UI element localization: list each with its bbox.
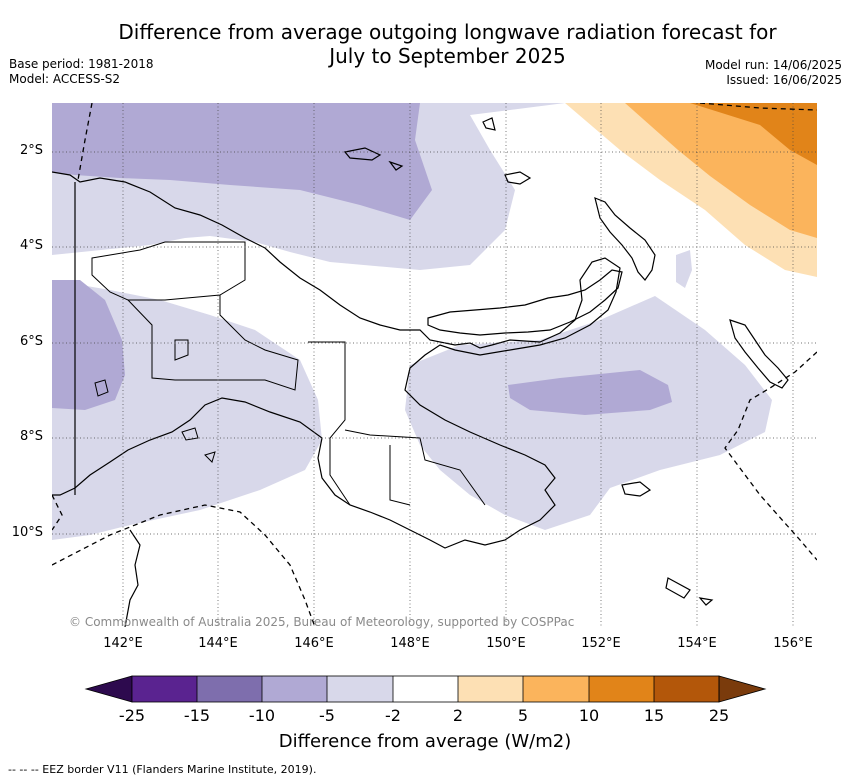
eez-border-south [52,504,316,627]
anomaly-region-orange-medium [625,103,817,238]
coastline-southeast-islands [621,481,714,606]
anomaly-region-orange-dark [690,103,817,165]
eez-border-west [52,494,63,531]
lat-label-4s: 4°S [19,238,43,253]
lon-label-148e: 148°E [390,636,430,651]
colorbar-title: Difference from average (W/m2) [278,731,572,752]
colorbar-segment-9 [654,676,719,702]
colorbar-label-neg5: -5 [319,706,335,725]
lon-label-146e: 146°E [294,636,334,651]
lon-label-144e: 144°E [198,636,238,651]
colorbar-label-25: 25 [708,706,730,725]
lat-label-6s: 6°S [19,334,43,349]
eez-border-northeast [699,103,817,111]
coastline-new-britain [427,269,623,336]
province-borders [91,241,486,506]
coastline-admiralty-islands [343,117,496,171]
colorbar-label-neg2: -2 [385,706,401,725]
anomaly-region-light-east [676,250,692,288]
colorbar-segment-6 [458,676,523,702]
eez-border-north [77,103,93,181]
chart-title: Difference from average outgoing longwav… [0,20,850,68]
colorbar-segment-5 [393,676,458,702]
metadata-right: Model run: 14/06/2025 Issued: 16/06/2025 [705,58,842,88]
colorbar-extend-low [84,675,133,703]
colorbar-segment-1 [132,676,197,702]
colorbar-label-neg10: -10 [248,706,276,725]
colorbar-label-5: 5 [517,706,529,725]
colorbar-segment-7 [523,676,589,702]
model-run: Model run: 14/06/2025 [704,58,842,72]
colorbar-label-15: 15 [643,706,665,725]
colorbar [84,675,767,703]
colorbar-label-neg15: -15 [183,706,211,725]
map-area [52,103,817,627]
coastline-new-ireland [594,197,656,281]
gridlines [52,103,817,627]
lon-label-154e: 154°E [677,636,717,651]
colorbar-dividers [196,676,655,702]
coastline-bougainville [729,319,789,389]
lon-label-142e: 142°E [103,636,143,651]
model-name: Model: ACCESS-S2 [9,72,121,86]
eez-border-east [724,351,817,561]
colorbar-label-neg25: -25 [118,706,146,725]
colorbar-label-2: 2 [452,706,464,725]
lat-label-2s: 2°S [19,143,43,158]
base-period: Base period: 1981-2018 [9,57,154,71]
colorbar-segment-2 [197,676,262,702]
colorbar-segment-4 [327,676,393,702]
colorbar-segment-8 [589,676,654,702]
colorbar-extend-high [718,675,767,703]
issued-date: Issued: 16/06/2025 [726,73,842,87]
anomaly-region-medium-central [508,370,672,415]
title-line-1: Difference from average outgoing longwav… [118,20,777,44]
colorbar-outline [131,675,720,703]
copyright-notice: © Commonwealth of Australia 2025, Bureau… [69,615,575,629]
colorbar-label-10: 10 [578,706,600,725]
lon-label-156e: 156°E [773,636,813,651]
coastline-manus [504,171,532,185]
lon-label-152e: 152°E [581,636,621,651]
anomaly-region-medium-west [52,280,125,410]
lon-label-150e: 150°E [486,636,526,651]
coastline-australia-cape-york [124,529,141,627]
title-line-2: July to September 2025 [329,44,566,68]
coastline-png-mainland [52,171,621,549]
lat-label-8s: 8°S [19,429,43,444]
coastline-western-islands [94,379,216,463]
anomaly-region-medium-north [52,103,432,220]
metadata-left: Base period: 1981-2018 Model: ACCESS-S2 [9,57,154,87]
colorbar-segment-3 [262,676,327,702]
eez-legend: -- -- -- EEZ border V11 (Flanders Marine… [8,763,317,776]
lat-label-10s: 10°S [11,525,43,540]
